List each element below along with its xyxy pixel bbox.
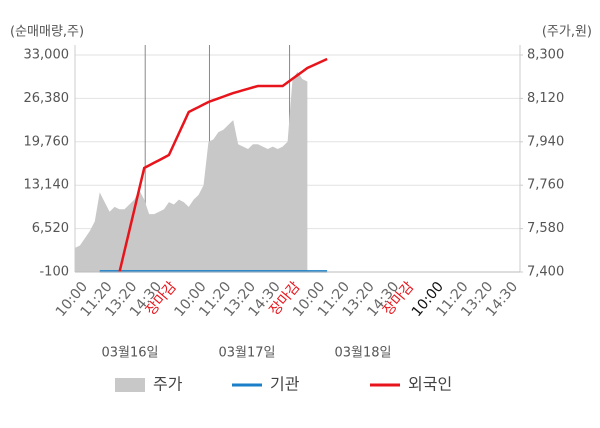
legend-label: 주가 [153,375,183,394]
y-tick-label: 33,000 [24,48,70,63]
price-area [75,71,308,272]
y2-tick-label: 7,940 [527,134,564,149]
legend-label: 기관 [270,375,300,394]
y2-tick-label: 7,760 [527,178,564,193]
legend-label: 외국인 [408,375,452,394]
date-label: 03월16일 [101,346,158,361]
y-tick-label: 26,380 [24,91,70,106]
date-label: 03월17일 [218,346,275,361]
y-tick-label: 13,140 [24,178,70,193]
series-line [118,57,328,273]
y2-axis-title: (주가,원) [542,25,592,40]
date-label: 03월18일 [334,346,391,361]
legend-swatch [115,378,145,392]
y-axis-title: (순매매량,주) [10,25,84,40]
y-tick-label: 19,760 [24,134,70,149]
y2-tick-label: 8,120 [527,91,564,106]
y-tick-label: -100 [39,265,69,280]
y2-tick-label: 7,400 [527,265,564,280]
y2-tick-label: 7,580 [527,221,564,236]
y-tick-label: 6,520 [32,221,69,236]
y2-tick-label: 8,300 [527,48,564,63]
